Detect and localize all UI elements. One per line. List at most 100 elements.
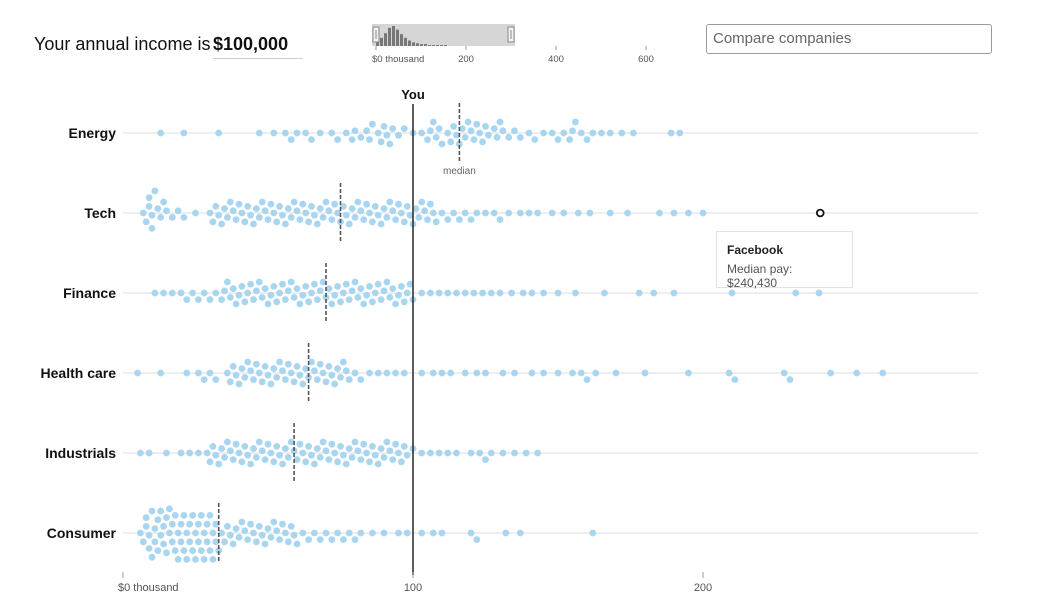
data-point[interactable] [334,209,341,217]
data-point[interactable] [322,529,330,537]
data-point[interactable] [200,289,208,297]
data-point[interactable] [180,214,188,221]
data-point[interactable] [389,207,397,215]
data-point[interactable] [522,449,530,457]
data-point[interactable] [427,449,434,457]
data-point[interactable] [827,369,834,377]
data-point[interactable] [258,378,266,386]
data-point[interactable] [264,300,272,308]
data-point[interactable] [354,447,362,455]
data-point[interactable] [229,207,237,215]
data-point[interactable] [345,376,353,383]
data-point[interactable] [374,369,382,377]
data-point[interactable] [453,131,460,139]
data-point[interactable] [195,296,202,303]
data-point[interactable] [212,289,220,297]
data-point[interactable] [192,556,199,563]
data-point[interactable] [728,289,736,297]
data-point[interactable] [319,369,327,377]
data-point[interactable] [212,538,220,546]
data-point[interactable] [363,449,370,457]
data-point[interactable] [473,536,481,543]
data-point[interactable] [215,547,223,554]
data-point[interactable] [386,140,394,148]
data-point[interactable] [879,369,887,377]
data-point[interactable] [209,443,217,450]
data-point[interactable] [560,209,568,217]
data-point[interactable] [253,360,260,368]
data-point[interactable] [273,443,281,450]
data-point[interactable] [273,527,281,535]
data-point[interactable] [229,540,237,548]
data-point[interactable] [247,520,255,528]
data-point[interactable] [232,216,240,224]
data-point[interactable] [467,449,475,457]
data-point[interactable] [786,376,794,383]
data-point[interactable] [148,507,156,515]
data-point[interactable] [238,458,246,466]
data-point[interactable] [229,363,237,370]
data-point[interactable] [186,449,194,457]
data-point[interactable] [308,289,315,297]
data-point[interactable] [206,369,214,377]
data-point[interactable] [238,209,246,217]
data-point[interactable] [241,298,249,306]
data-point[interactable] [221,538,228,546]
data-point[interactable] [293,285,301,292]
data-point[interactable] [592,369,600,377]
data-point[interactable] [516,209,524,217]
data-point[interactable] [279,520,286,528]
data-point[interactable] [670,209,678,217]
data-point[interactable] [780,369,788,377]
data-point[interactable] [482,456,489,463]
data-point[interactable] [319,214,327,221]
data-point[interactable] [444,449,452,457]
data-point[interactable] [357,134,365,141]
data-point[interactable] [305,218,312,226]
data-point[interactable] [395,529,402,537]
data-point[interactable] [624,209,631,217]
data-point[interactable] [255,438,263,446]
data-point[interactable] [438,369,446,377]
data-point[interactable] [731,376,739,383]
data-point[interactable] [284,538,292,546]
data-point[interactable] [267,449,275,457]
data-point[interactable] [630,129,637,137]
data-point[interactable] [371,289,379,297]
data-point[interactable] [195,449,202,457]
data-point[interactable] [270,209,278,217]
data-point[interactable] [577,369,585,377]
data-point[interactable] [284,205,292,213]
data-point[interactable] [461,289,469,297]
data-point[interactable] [482,369,489,377]
data-point[interactable] [363,291,370,299]
data-point[interactable] [386,447,394,455]
data-point[interactable] [168,538,176,546]
data-point[interactable] [232,300,240,308]
data-point[interactable] [308,451,315,459]
data-point[interactable] [435,289,443,297]
data-point[interactable] [589,529,597,537]
data-point[interactable] [157,531,165,539]
data-point[interactable] [206,296,214,303]
data-point[interactable] [487,289,495,297]
data-point[interactable] [293,540,301,548]
data-point[interactable] [174,207,182,215]
data-point[interactable] [392,216,399,224]
data-point[interactable] [351,536,359,543]
data-point[interactable] [284,360,292,368]
data-point[interactable] [171,547,179,554]
data-point[interactable] [554,369,562,377]
data-point[interactable] [226,531,234,539]
data-point[interactable] [366,283,373,290]
data-point[interactable] [287,214,295,221]
data-point[interactable] [157,214,165,221]
data-point[interactable] [528,289,536,297]
data-point[interactable] [212,520,220,528]
data-point[interactable] [380,123,388,130]
data-point[interactable] [148,225,156,232]
data-point[interactable] [424,216,431,224]
data-point[interactable] [348,454,356,461]
data-point[interactable] [160,289,168,297]
data-point[interactable] [218,529,226,537]
